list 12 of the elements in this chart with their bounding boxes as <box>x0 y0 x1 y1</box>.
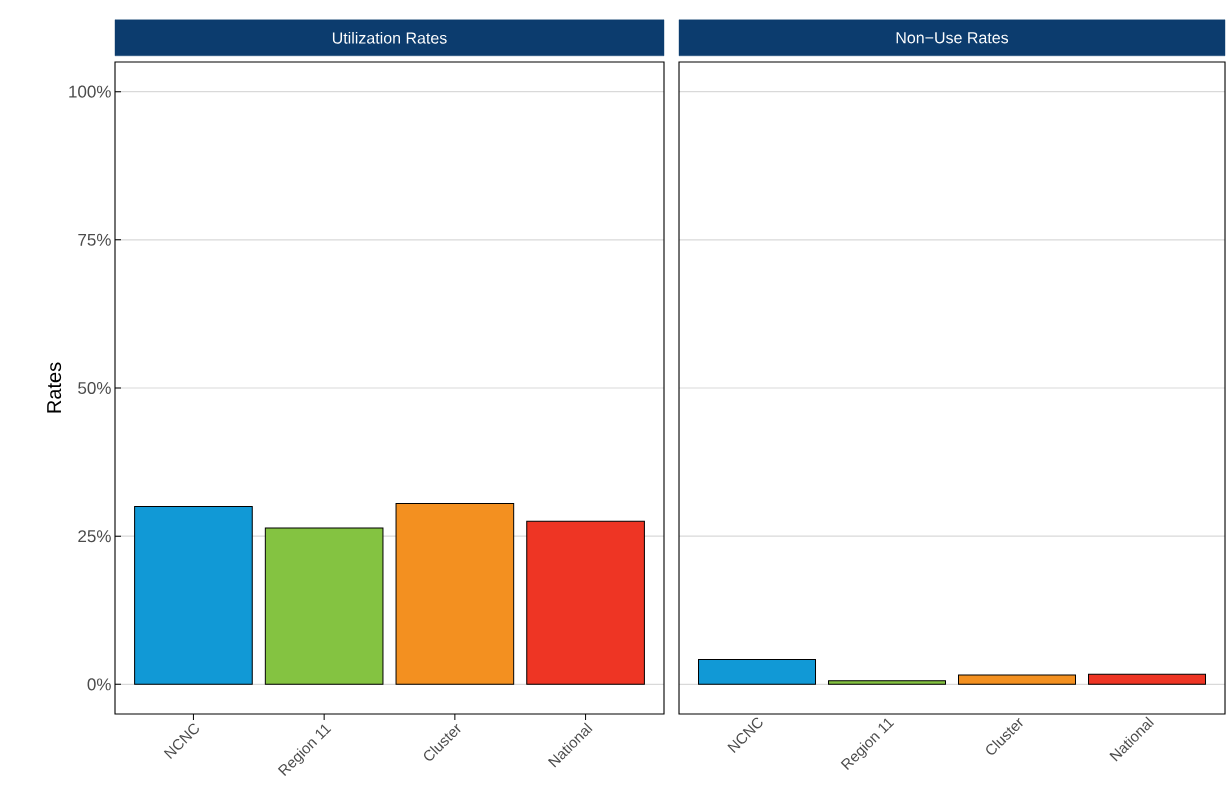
y-tick-label: 50% <box>78 381 111 395</box>
y-axis-title: Rates <box>47 362 62 413</box>
y-tick-label: 0% <box>87 678 111 691</box>
bar <box>828 680 947 685</box>
y-tick-label: 100% <box>69 85 111 98</box>
bar <box>698 658 817 685</box>
chart-title: Non−Use Rates <box>896 32 1009 44</box>
bar <box>958 674 1077 685</box>
chart-title: Utilization Rates <box>332 31 447 44</box>
y-tick-label: 25% <box>78 530 111 543</box>
y-tick-label: 75% <box>78 233 111 246</box>
bar <box>1088 673 1207 685</box>
